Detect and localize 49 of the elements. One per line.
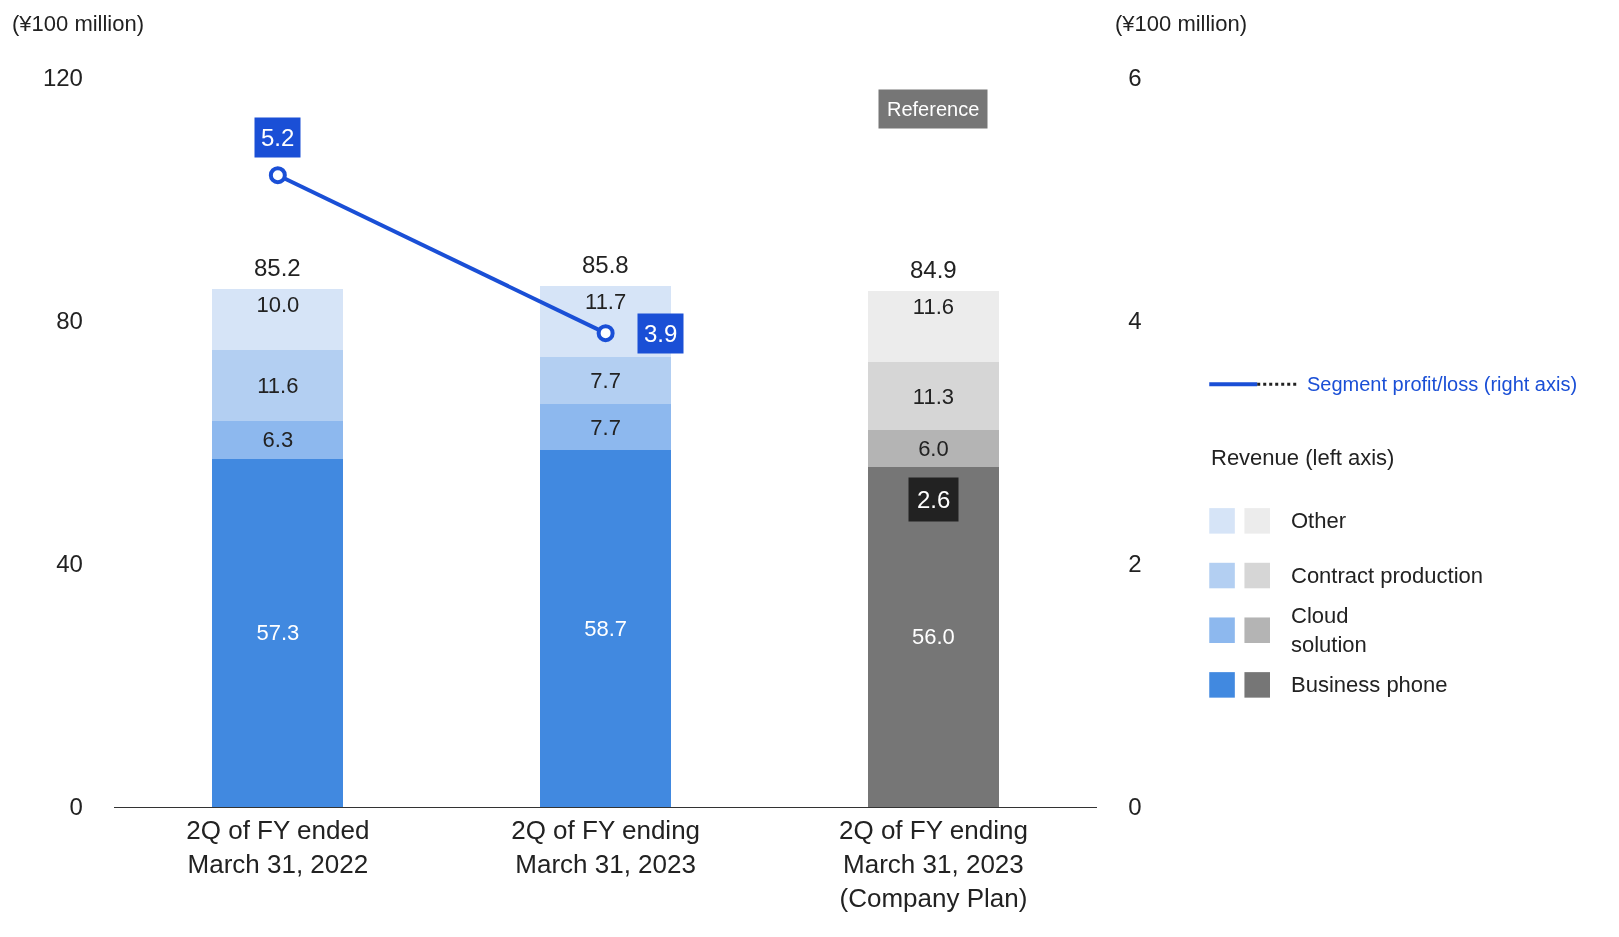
- y2-tick-label: 2: [1128, 550, 1142, 578]
- bar: [540, 356, 672, 404]
- y-tick-label: 0: [69, 793, 83, 821]
- annotation: Reference: [887, 98, 980, 120]
- annotation: 2.6: [917, 486, 951, 513]
- data-label: 6.0: [918, 436, 949, 462]
- bar: [540, 403, 672, 451]
- bar: [867, 466, 999, 807]
- data-label: 58.7: [584, 616, 628, 642]
- data-label: 11.3: [912, 383, 955, 409]
- legend-label: Contract production: [1291, 563, 1483, 588]
- y-tick-label: 80: [56, 307, 83, 335]
- y-tick-label: 40: [56, 550, 83, 578]
- data-label: 3.9: [644, 320, 678, 347]
- total-label: 84.9: [910, 256, 957, 283]
- data-label: 57.3: [256, 620, 300, 646]
- y-tick-label: 120: [42, 64, 83, 92]
- legend-title: Revenue (left axis): [1211, 445, 1395, 470]
- data-label: 7.7: [590, 414, 621, 440]
- bar: [540, 450, 672, 807]
- y2-axis-title: (¥100 million): [1115, 11, 1248, 36]
- bar: [867, 291, 999, 362]
- x-tick-label: 2Q of FY ended March 31, 2022: [186, 815, 370, 879]
- data-label: 10.0: [256, 292, 300, 318]
- data-label: 56.0: [912, 624, 955, 650]
- bar: [212, 420, 344, 459]
- data-label: 11.7: [585, 288, 627, 314]
- y2-tick-label: 6: [1128, 64, 1142, 92]
- data-label: 6.3: [262, 427, 294, 453]
- data-label: 7.7: [590, 367, 621, 393]
- text: Segment profit/loss (right axis): [1307, 373, 1578, 395]
- bar: [867, 430, 999, 467]
- bar: [867, 361, 999, 431]
- legend-label: Other: [1291, 508, 1347, 533]
- data-label: 11.6: [912, 294, 955, 320]
- y-axis-title: (¥100 million): [12, 11, 145, 36]
- bar: [212, 289, 344, 351]
- x-tick-label: 2Q of FY ending March 31, 2023 (Company Plan): [838, 815, 1028, 913]
- y2-tick-label: 4: [1128, 307, 1142, 335]
- legend-label: Cloud solution: [1291, 603, 1367, 657]
- y2-tick-label: 0: [1128, 793, 1142, 821]
- data-label: 11.6: [257, 372, 299, 398]
- total-label: 85.2: [254, 254, 301, 281]
- bar: [212, 350, 344, 421]
- x-tick-label: 2Q of FY ending March 31, 2023: [511, 815, 701, 879]
- data-label: 5.2: [261, 124, 295, 151]
- legend-label: Business phone: [1291, 672, 1448, 697]
- bar: [212, 458, 344, 807]
- total-label: 85.8: [582, 251, 629, 278]
